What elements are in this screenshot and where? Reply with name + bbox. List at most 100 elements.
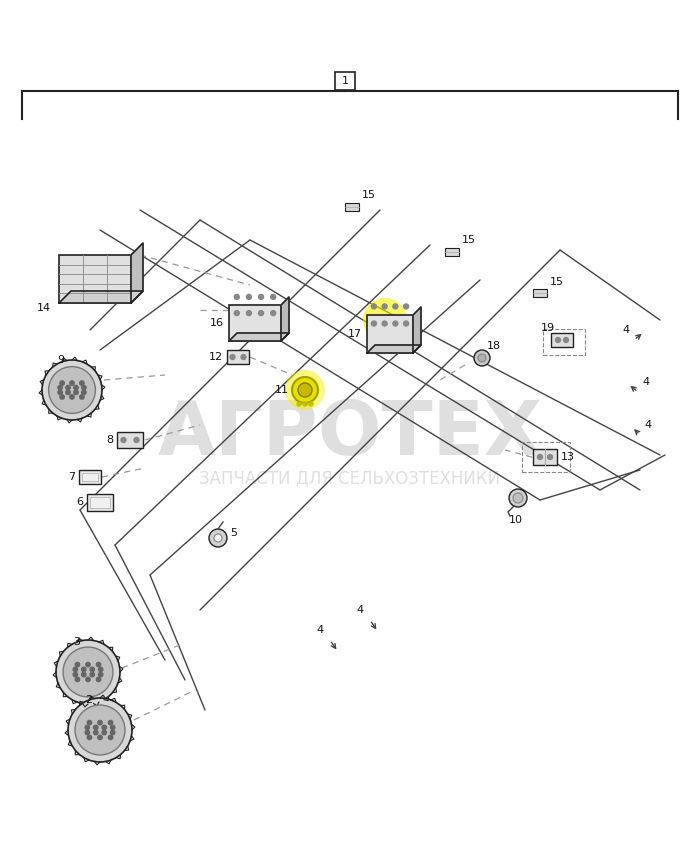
- Circle shape: [94, 725, 98, 730]
- Circle shape: [70, 381, 74, 385]
- Bar: [117, 432, 143, 448]
- Text: 10: 10: [509, 515, 523, 525]
- Polygon shape: [281, 297, 289, 341]
- Circle shape: [303, 402, 307, 406]
- Text: 15: 15: [462, 235, 476, 245]
- Circle shape: [63, 647, 113, 697]
- Text: 6: 6: [76, 497, 83, 507]
- Circle shape: [234, 311, 239, 315]
- Circle shape: [241, 354, 246, 359]
- Circle shape: [108, 735, 113, 740]
- Circle shape: [42, 360, 102, 420]
- Bar: [551, 333, 573, 347]
- Text: 1: 1: [342, 76, 349, 86]
- Circle shape: [68, 698, 132, 762]
- Circle shape: [82, 391, 86, 395]
- Circle shape: [121, 437, 126, 443]
- Text: 2: 2: [85, 695, 92, 705]
- Bar: [543, 329, 585, 355]
- Circle shape: [58, 391, 62, 395]
- Circle shape: [246, 311, 251, 315]
- Circle shape: [111, 730, 115, 734]
- Bar: [59, 255, 131, 303]
- Circle shape: [404, 304, 409, 309]
- Circle shape: [393, 304, 398, 309]
- Circle shape: [474, 350, 490, 366]
- Circle shape: [86, 662, 90, 667]
- Circle shape: [547, 455, 552, 460]
- Text: 8: 8: [106, 435, 113, 445]
- Circle shape: [214, 534, 222, 542]
- Circle shape: [363, 298, 407, 342]
- Text: АГРОТЕХ: АГРОТЕХ: [158, 398, 542, 471]
- Circle shape: [48, 366, 95, 413]
- Bar: [79, 470, 101, 484]
- Text: 4: 4: [622, 325, 629, 335]
- Circle shape: [75, 705, 125, 755]
- Circle shape: [258, 294, 264, 300]
- Circle shape: [111, 725, 115, 730]
- Circle shape: [513, 493, 523, 503]
- Circle shape: [478, 354, 486, 362]
- Text: ЗАПЧАСТИ ДЛЯ СЕЛЬХОЗТЕХНИКИ: ЗАПЧАСТИ ДЛЯ СЕЛЬХОЗТЕХНИКИ: [199, 469, 500, 487]
- Text: 17: 17: [348, 329, 362, 339]
- Circle shape: [82, 672, 86, 676]
- Bar: [229, 305, 281, 341]
- Circle shape: [99, 672, 103, 676]
- Circle shape: [372, 304, 377, 309]
- Circle shape: [56, 640, 120, 704]
- Circle shape: [74, 391, 78, 395]
- Circle shape: [298, 383, 312, 397]
- Circle shape: [85, 730, 90, 734]
- Bar: [533, 289, 547, 297]
- Circle shape: [292, 377, 318, 403]
- Circle shape: [393, 321, 398, 326]
- Bar: [522, 442, 570, 472]
- Circle shape: [86, 677, 90, 682]
- Circle shape: [73, 672, 78, 676]
- Text: 14: 14: [37, 303, 51, 313]
- Circle shape: [404, 321, 409, 326]
- Circle shape: [85, 725, 90, 730]
- Circle shape: [66, 385, 70, 390]
- Polygon shape: [131, 243, 143, 303]
- Text: 15: 15: [550, 277, 564, 287]
- Circle shape: [556, 338, 561, 342]
- Text: 19: 19: [541, 323, 555, 333]
- Bar: [82, 473, 98, 481]
- Text: 5: 5: [230, 528, 237, 538]
- Bar: [335, 72, 355, 90]
- Circle shape: [271, 294, 276, 300]
- Text: 12: 12: [209, 352, 223, 362]
- Circle shape: [60, 395, 64, 399]
- Circle shape: [382, 321, 387, 326]
- Bar: [445, 248, 459, 256]
- Circle shape: [70, 395, 74, 399]
- Text: 7: 7: [68, 472, 75, 482]
- Circle shape: [372, 321, 377, 326]
- Bar: [87, 494, 113, 510]
- Circle shape: [90, 672, 94, 676]
- Bar: [533, 449, 557, 465]
- Circle shape: [80, 395, 84, 399]
- Circle shape: [246, 294, 251, 300]
- Circle shape: [97, 677, 101, 682]
- Circle shape: [75, 677, 80, 682]
- Text: 9: 9: [57, 355, 64, 365]
- Circle shape: [98, 721, 102, 725]
- Circle shape: [230, 354, 235, 359]
- Circle shape: [58, 385, 62, 390]
- Text: 16: 16: [210, 318, 224, 328]
- Text: 4: 4: [356, 605, 363, 615]
- Bar: [90, 496, 110, 507]
- Circle shape: [82, 385, 86, 390]
- Polygon shape: [229, 333, 289, 341]
- Circle shape: [99, 668, 103, 672]
- Circle shape: [285, 370, 325, 410]
- Bar: [345, 203, 359, 211]
- Circle shape: [258, 311, 264, 315]
- Circle shape: [538, 455, 542, 460]
- Circle shape: [90, 668, 94, 672]
- Circle shape: [102, 730, 106, 734]
- Circle shape: [75, 662, 80, 667]
